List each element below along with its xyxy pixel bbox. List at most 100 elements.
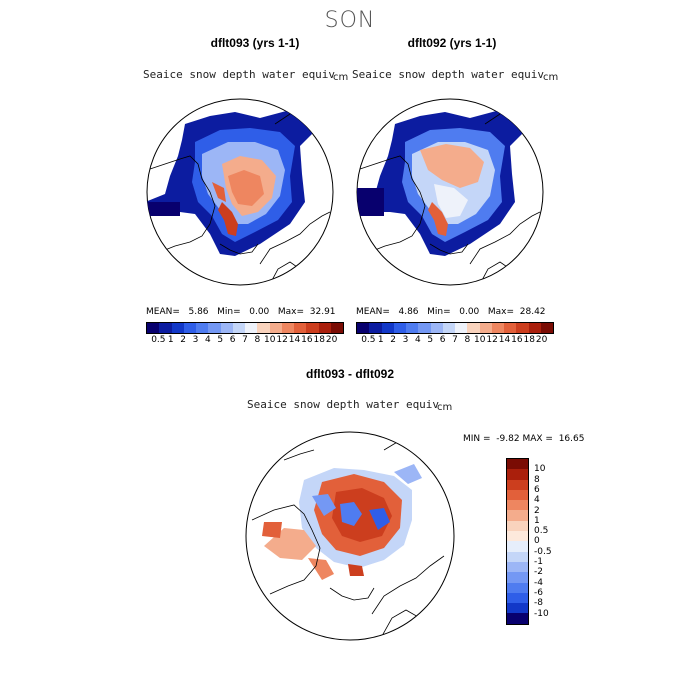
right-case-title: dflt092 (yrs 1-1) — [407, 36, 497, 50]
colorbar-swatch — [507, 531, 528, 542]
colorbar-tick-label: 1 — [377, 335, 384, 345]
colorbar-tick-label: -6 — [534, 587, 543, 598]
colorbar-tick-label: 3 — [192, 335, 199, 345]
colorbar-swatch — [507, 541, 528, 552]
colorbar-swatch — [430, 323, 443, 333]
colorbar-swatch — [467, 323, 480, 333]
colorbar-tick-label: 3 — [402, 335, 409, 345]
colorbar-tick-label: -1 — [534, 557, 543, 567]
season-title: SON — [324, 8, 376, 33]
left-field-fill — [147, 110, 315, 256]
colorbar-tick-label: 14 — [498, 335, 511, 345]
colorbar-tick-label: 18 — [313, 335, 325, 345]
left-stats: MEAN= 5.86 Min= 0.00 Max= 32.91 — [146, 307, 336, 317]
diff-polar-map — [245, 431, 455, 641]
left-case-title: dflt093 (yrs 1-1) — [210, 36, 300, 50]
colorbar-swatch — [507, 551, 528, 562]
colorbar-swatch — [318, 323, 331, 333]
colorbar-swatch — [196, 323, 209, 333]
colorbar-tick-label: 2 — [180, 335, 186, 345]
colorbar-swatch — [183, 323, 196, 333]
colorbar-swatch — [507, 500, 528, 511]
colorbar-tick-label: -4 — [534, 577, 543, 588]
colorbar-tick-label: 16 — [511, 335, 523, 345]
colorbar-swatch — [507, 572, 528, 583]
diff-colorbar-swatches — [506, 458, 529, 625]
colorbar-swatch — [381, 323, 394, 333]
colorbar-swatch — [306, 323, 319, 333]
colorbar-tick-label: 4 — [534, 495, 540, 506]
colorbar-swatch — [220, 323, 233, 333]
colorbar-tick-label: 4 — [205, 335, 211, 345]
colorbar-tick-label: 12 — [276, 335, 288, 345]
colorbar-swatch — [491, 323, 504, 333]
colorbar-tick-label: 4 — [415, 335, 421, 345]
right-field-label: Seaice snow depth water equiv — [352, 68, 545, 81]
colorbar-swatch — [516, 323, 529, 333]
right-field-fill — [357, 110, 525, 256]
colorbar-tick-label: 8 — [464, 335, 471, 345]
diff-stats: MIN = -9.82 MAX = 16.65 — [463, 434, 585, 444]
colorbar-swatch — [507, 582, 528, 593]
colorbar-tick-label: 8 — [534, 474, 540, 485]
colorbar-tick-label: 0.5 — [151, 335, 166, 345]
colorbar-tick-label: 20 — [535, 335, 548, 345]
diff-field-fill — [262, 464, 422, 580]
colorbar-tick-label: 0.5 — [361, 335, 376, 345]
colorbar-swatch — [507, 469, 528, 480]
right-polar-map — [356, 98, 544, 286]
colorbar-swatch — [269, 323, 282, 333]
colorbar-tick-label: 10 — [474, 335, 486, 345]
colorbar-tick-label: 7 — [452, 335, 458, 345]
colorbar-swatch — [159, 323, 172, 333]
colorbar-swatch — [171, 323, 184, 333]
colorbar-swatch — [540, 323, 553, 333]
colorbar-tick-label: -10 — [534, 608, 549, 619]
colorbar-tick-label: 5 — [217, 335, 224, 345]
colorbar-swatch — [507, 603, 528, 614]
colorbar-tick-label: -2 — [534, 567, 543, 578]
colorbar-swatch — [281, 323, 294, 333]
colorbar-swatch — [504, 323, 517, 333]
colorbar-swatch — [507, 510, 528, 521]
colorbar-swatch — [406, 323, 419, 333]
colorbar-tick-label: -8 — [534, 598, 543, 609]
colorbar-swatch — [357, 323, 370, 333]
colorbar-swatch — [147, 323, 160, 333]
colorbar-swatch — [393, 323, 406, 333]
colorbar-tick-label: 1 — [167, 335, 174, 345]
right-colorbar-swatches — [356, 322, 554, 334]
colorbar-tick-label: 6 — [439, 335, 446, 345]
colorbar-swatch — [528, 323, 541, 333]
colorbar-tick-label: 2 — [390, 335, 396, 345]
right-colorbar: 0.5 1 2 3 4 5 6 7 8 10 12 14 16 18 20 — [356, 322, 554, 346]
colorbar-swatch — [507, 479, 528, 490]
colorbar-tick-label: 14 — [288, 335, 301, 345]
colorbar-swatch — [442, 323, 455, 333]
colorbar-tick-label: 16 — [301, 335, 313, 345]
colorbar-swatch — [418, 323, 431, 333]
diff-field-label: Seaice snow depth water equiv — [247, 398, 440, 411]
colorbar-tick-label: 10 — [264, 335, 276, 345]
colorbar-tick-label: -0.5 — [534, 546, 552, 557]
left-polar-map — [146, 98, 334, 286]
colorbar-tick-label: 7 — [242, 335, 248, 345]
left-colorbar-labels: 0.5 1 2 3 4 5 6 7 8 10 12 14 16 18 20 — [146, 334, 344, 346]
diff-colorbar-labels: 10 8 6 4 2 1 0.5 0 -0.5 -1 -2 -4 -6 -8 -10 — [534, 458, 574, 624]
left-field-label: Seaice snow depth water equiv — [143, 68, 336, 81]
colorbar-swatch — [294, 323, 307, 333]
colorbar-tick-label: 12 — [486, 335, 498, 345]
colorbar-swatch — [232, 323, 245, 333]
colorbar-swatch — [257, 323, 270, 333]
diff-title: dflt093 - dflt092 — [305, 367, 395, 381]
colorbar-tick-label: 8 — [254, 335, 261, 345]
right-colorbar-labels: 0.5 1 2 3 4 5 6 7 8 10 12 14 16 18 20 — [356, 334, 554, 346]
diff-colorbar — [506, 458, 529, 625]
colorbar-tick-label: 6 — [534, 484, 540, 495]
left-unit-label: cm — [333, 72, 349, 83]
colorbar-tick-label: 20 — [325, 335, 338, 345]
colorbar-tick-label: 10 — [534, 464, 546, 475]
colorbar-tick-label: 2 — [534, 505, 540, 516]
colorbar-swatch — [507, 613, 528, 624]
left-colorbar-swatches — [146, 322, 344, 334]
